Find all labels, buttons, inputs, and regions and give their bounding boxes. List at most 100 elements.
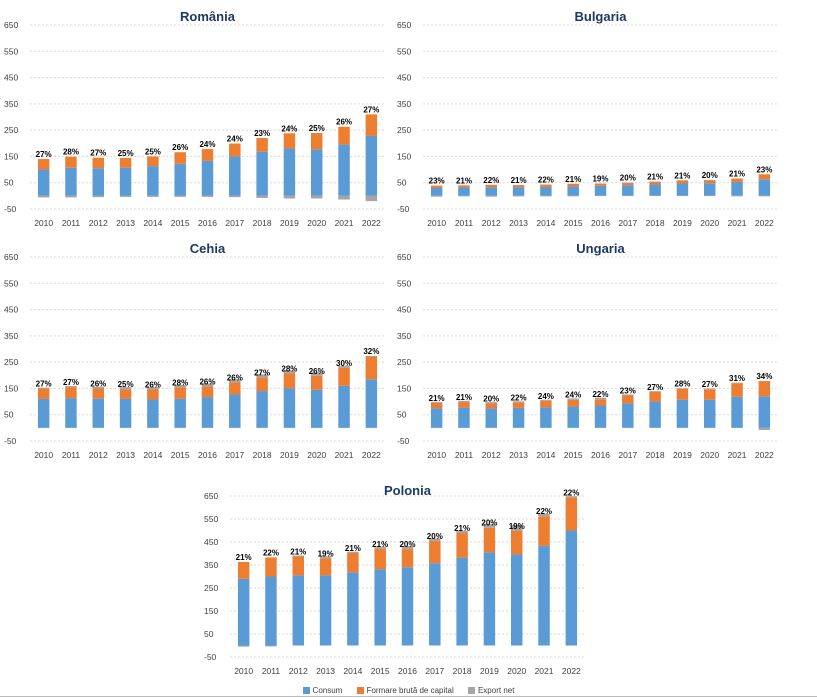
bar-export-2019 [676, 388, 689, 389]
bar-consum-2015 [567, 186, 579, 196]
bar-export-2010 [37, 195, 50, 198]
data-label: 27% [90, 149, 106, 158]
bar-formare-2016 [201, 386, 214, 398]
data-label: 28% [281, 364, 297, 373]
bar-formare-2021 [338, 126, 350, 145]
bar-export-2013 [119, 387, 132, 390]
bar-export-2016 [594, 397, 607, 400]
bar-formare-2018 [649, 181, 661, 185]
data-label: 23% [620, 387, 636, 396]
bar-formare-2021 [538, 516, 550, 546]
bar-consum-2016 [401, 567, 414, 646]
bar-consum-2013 [119, 398, 132, 428]
bar-export-2015 [374, 546, 386, 549]
bar-formare-2019 [283, 373, 296, 389]
bar-consum-2016 [594, 185, 607, 196]
bar-export-2018 [256, 374, 268, 378]
bar-consum-2021 [731, 396, 743, 428]
bar-formare-2021 [731, 383, 743, 397]
x-tick-label: 2010 [34, 450, 53, 460]
bar-export-2011 [65, 386, 77, 388]
bar-formare-2011 [265, 557, 277, 577]
y-tick-label: 550 [397, 46, 411, 56]
bar-formare-2012 [292, 556, 305, 576]
data-label: 27% [647, 383, 663, 392]
data-label: 21% [345, 544, 361, 553]
bar-consum-2016 [594, 405, 607, 428]
x-tick-label: 2017 [618, 450, 637, 460]
x-tick-label: 2020 [307, 450, 326, 460]
bar-formare-2019 [483, 527, 496, 553]
bar-export-2020 [703, 388, 716, 390]
bar-consum-2013 [512, 187, 525, 196]
x-tick-label: 2013 [509, 218, 528, 228]
bar-export-2020 [310, 195, 323, 199]
y-tick-label: 150 [4, 383, 18, 393]
bar-consum-2012 [292, 575, 305, 646]
y-tick-label: 450 [4, 305, 18, 315]
chart-cehia: Cehia 650 550 450 350 250 150 50 -50 27% 2010 27% 20… [0, 240, 410, 468]
legend-label: Formare brută de capital [366, 686, 454, 695]
data-label: 24% [538, 392, 554, 401]
y-tick-label: 150 [4, 151, 18, 161]
bar-consum-2022 [565, 530, 578, 646]
legend-label: Consum [312, 686, 343, 695]
y-tick-label: 250 [4, 125, 18, 135]
x-tick-label: 2014 [343, 666, 362, 676]
chart-romania: România 650 550 450 350 250 150 50 -50 27% 2010 28%… [0, 8, 410, 236]
x-tick-label: 2015 [564, 218, 583, 228]
data-label: 28% [63, 148, 79, 157]
bar-formare-2016 [594, 399, 607, 406]
bar-export-2015 [174, 195, 186, 197]
data-label: 21% [454, 524, 470, 533]
x-tick-label: 2011 [62, 218, 81, 228]
bar-consum-2014 [147, 399, 159, 428]
bar-formare-2013 [119, 158, 132, 168]
x-tick-label: 2022 [755, 218, 774, 228]
data-label: 25% [145, 147, 161, 156]
x-tick-label: 2016 [398, 666, 417, 676]
data-label: 24% [199, 140, 215, 149]
bar-export-2016 [594, 183, 607, 185]
x-tick-label: 2017 [225, 218, 244, 228]
x-tick-label: 2020 [507, 666, 526, 676]
x-tick-label: 2010 [427, 218, 446, 228]
chart-legend: Consum Formare brută de capital Export n… [0, 686, 817, 695]
bar-export-2016 [201, 195, 214, 197]
bar-formare-2010 [430, 402, 443, 409]
bar-consum-2010 [237, 578, 250, 646]
bar-export-2021 [731, 195, 743, 197]
y-tick-label: 50 [4, 178, 14, 188]
bar-formare-2017 [229, 382, 241, 395]
x-tick-label: 2014 [536, 450, 555, 460]
data-label: 27% [254, 368, 270, 377]
bar-consum-2011 [65, 398, 77, 428]
bar-export-2022 [758, 195, 771, 197]
x-tick-label: 2022 [362, 218, 381, 228]
bar-export-2013 [119, 195, 132, 197]
x-tick-label: 2015 [564, 450, 583, 460]
bar-consum-2020 [310, 149, 323, 196]
bar-consum-2019 [483, 552, 496, 646]
bar-formare-2015 [174, 152, 186, 164]
bar-formare-2018 [649, 391, 661, 402]
bar-formare-2013 [512, 185, 525, 188]
y-tick-label: 250 [397, 357, 411, 367]
y-tick-label: 350 [4, 99, 18, 109]
data-label: 26% [172, 143, 188, 152]
bar-formare-2017 [429, 541, 441, 564]
data-label: 22% [536, 507, 552, 516]
legend-item-consum: Consum [302, 686, 343, 695]
bar-export-2018 [649, 181, 661, 183]
bar-consum-2017 [229, 394, 241, 428]
y-tick-label: 450 [204, 537, 218, 547]
bar-formare-2015 [567, 399, 579, 407]
data-label: 26% [309, 367, 325, 376]
bar-consum-2017 [622, 403, 634, 428]
x-tick-label: 2021 [728, 218, 747, 228]
bar-formare-2018 [256, 377, 268, 392]
bar-consum-2013 [119, 167, 132, 196]
chart-bulgaria: Bulgaria 650 550 450 350 250 150 50 -50 23% 2010 21… [393, 8, 803, 236]
x-tick-label: 2020 [700, 450, 719, 460]
x-tick-label: 2012 [89, 218, 108, 228]
